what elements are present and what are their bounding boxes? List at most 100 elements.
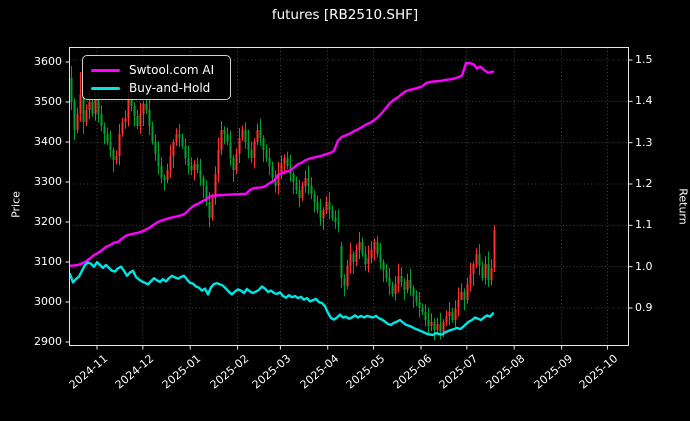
- candle-body: [229, 142, 232, 158]
- candle-body: [388, 278, 391, 286]
- candle-body: [346, 266, 349, 286]
- candle-body: [370, 250, 373, 258]
- candle-body: [325, 202, 328, 210]
- candle-body: [199, 170, 202, 178]
- candle-body: [127, 98, 130, 118]
- return-tick-label: 1.4: [635, 94, 653, 108]
- candle-body: [493, 230, 496, 268]
- price-tick-label: 3400: [34, 135, 62, 148]
- candle-body: [265, 150, 268, 158]
- candle-body: [220, 130, 223, 150]
- candle-body: [166, 170, 169, 180]
- candle-body: [412, 288, 415, 296]
- price-tick-label: 2900: [34, 335, 62, 348]
- candle-body: [214, 174, 217, 198]
- candle-body: [262, 138, 265, 150]
- candle-body: [76, 114, 79, 130]
- candle-body: [397, 276, 400, 284]
- candle-body: [400, 276, 403, 282]
- candle-body: [205, 186, 208, 202]
- candle-body: [106, 134, 109, 142]
- candle-body: [430, 322, 433, 326]
- candle-body: [448, 312, 451, 316]
- candle-body: [235, 154, 238, 170]
- plot-border: [69, 47, 629, 346]
- candle-body: [376, 242, 379, 254]
- candle-body: [82, 94, 85, 122]
- candle-body: [271, 166, 274, 178]
- candle-body: [301, 186, 304, 198]
- candle-body: [409, 280, 412, 288]
- candle-body: [97, 100, 100, 114]
- candle-body: [298, 190, 301, 198]
- candle-body: [313, 194, 316, 202]
- candle-body: [211, 198, 214, 218]
- candle-body: [193, 164, 196, 170]
- candle-body: [142, 104, 145, 114]
- candle-body: [115, 156, 118, 160]
- candle-body: [178, 134, 181, 138]
- candle-body: [358, 242, 361, 250]
- candle-body: [88, 102, 91, 110]
- return-tick-label: 1.3: [635, 135, 653, 149]
- candle-body: [70, 78, 73, 102]
- candle-body: [79, 94, 82, 114]
- ai-return-line: [68, 61, 495, 267]
- candle-body: [148, 110, 151, 126]
- legend-swatch-swtool-ai: [91, 68, 120, 72]
- candle-body: [280, 164, 283, 174]
- candle-body: [100, 114, 103, 126]
- return-tick-label: 1.5: [635, 53, 653, 66]
- candle-body: [163, 178, 166, 180]
- candle-body: [394, 284, 397, 294]
- candle-body: [340, 246, 343, 278]
- candle-body: [310, 186, 313, 194]
- candle-body: [121, 122, 124, 134]
- candle-body: [259, 130, 262, 138]
- candle-body: [223, 130, 226, 134]
- candle-body: [337, 222, 340, 224]
- candle-body: [175, 134, 178, 142]
- candle-body: [172, 142, 175, 156]
- candle-body: [424, 312, 427, 320]
- price-tick-label: 3600: [34, 55, 62, 68]
- price-tick-label: 3500: [34, 95, 62, 108]
- candle-body: [190, 166, 193, 170]
- candle-body: [268, 158, 271, 166]
- candle-body: [373, 242, 376, 250]
- y-axis-label-price: Price: [9, 191, 23, 218]
- candle-body: [445, 316, 448, 322]
- candle-body: [472, 264, 475, 274]
- legend-label-buy-and-hold: Buy-and-Hold: [129, 81, 211, 95]
- candle-body: [343, 278, 346, 286]
- candle-body: [475, 254, 478, 264]
- candle-body: [94, 100, 97, 114]
- legend: Swtool.com AI Buy-and-Hold: [82, 55, 231, 100]
- candle-body: [277, 174, 280, 186]
- price-tick-label: 3100: [34, 255, 62, 268]
- buy-and-hold-line: [68, 260, 495, 337]
- candle-body: [202, 178, 205, 186]
- candle-body: [244, 130, 247, 142]
- candle-body: [457, 300, 460, 308]
- candle-body: [304, 178, 307, 186]
- return-tick-label: 1.2: [635, 176, 653, 190]
- candle-body: [439, 324, 442, 332]
- candle-body: [295, 182, 298, 190]
- candle-body: [112, 150, 115, 160]
- y-axis-label-return: Return: [676, 188, 690, 225]
- candle-body: [181, 138, 184, 146]
- candle-body: [352, 254, 355, 262]
- price-tick-label: 3000: [34, 295, 62, 308]
- candle-body: [418, 302, 421, 308]
- return-tick-label: 1.1: [635, 218, 653, 232]
- candle-body: [157, 154, 160, 166]
- candle-body: [145, 104, 148, 110]
- candle-body: [256, 130, 259, 142]
- legend-swatch-buy-and-hold: [91, 86, 120, 90]
- candle-body: [484, 264, 487, 278]
- candle-body: [169, 156, 172, 170]
- candle-body: [478, 254, 481, 266]
- candle-body: [250, 150, 253, 158]
- candle-body: [322, 210, 325, 218]
